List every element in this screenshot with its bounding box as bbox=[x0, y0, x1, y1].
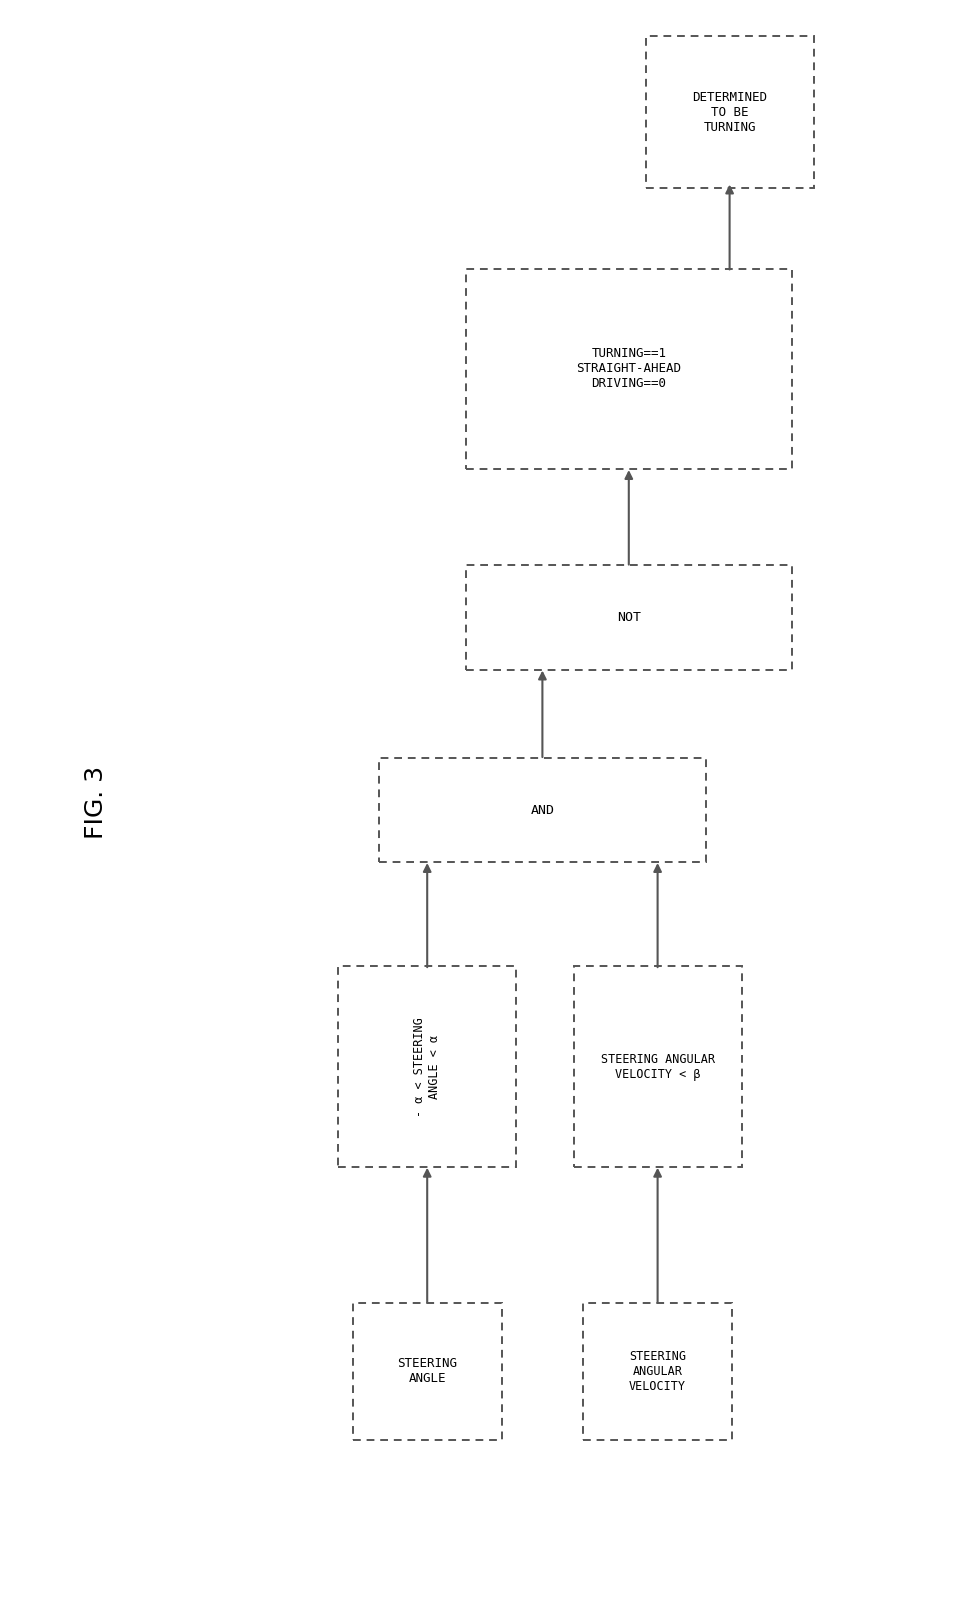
FancyBboxPatch shape bbox=[574, 966, 741, 1168]
Text: STEERING ANGULAR
VELOCITY < β: STEERING ANGULAR VELOCITY < β bbox=[601, 1052, 714, 1081]
Text: AND: AND bbox=[530, 804, 555, 816]
FancyBboxPatch shape bbox=[645, 35, 813, 188]
Text: STEERING
ANGLE: STEERING ANGLE bbox=[397, 1357, 457, 1386]
FancyBboxPatch shape bbox=[339, 966, 516, 1168]
Text: NOT: NOT bbox=[617, 611, 641, 624]
Text: STEERING
ANGULAR
VELOCITY: STEERING ANGULAR VELOCITY bbox=[629, 1351, 686, 1392]
FancyBboxPatch shape bbox=[379, 757, 706, 863]
Text: DETERMINED
TO BE
TURNING: DETERMINED TO BE TURNING bbox=[692, 91, 767, 133]
FancyBboxPatch shape bbox=[584, 1302, 732, 1440]
Text: FIG. 3: FIG. 3 bbox=[84, 765, 108, 839]
Text: - α < STEERING
ANGLE < α: - α < STEERING ANGLE < α bbox=[413, 1017, 442, 1116]
Text: TURNING==1
STRAIGHT-AHEAD
DRIVING==0: TURNING==1 STRAIGHT-AHEAD DRIVING==0 bbox=[576, 348, 682, 390]
FancyBboxPatch shape bbox=[353, 1302, 501, 1440]
FancyBboxPatch shape bbox=[466, 269, 792, 470]
FancyBboxPatch shape bbox=[466, 566, 792, 670]
